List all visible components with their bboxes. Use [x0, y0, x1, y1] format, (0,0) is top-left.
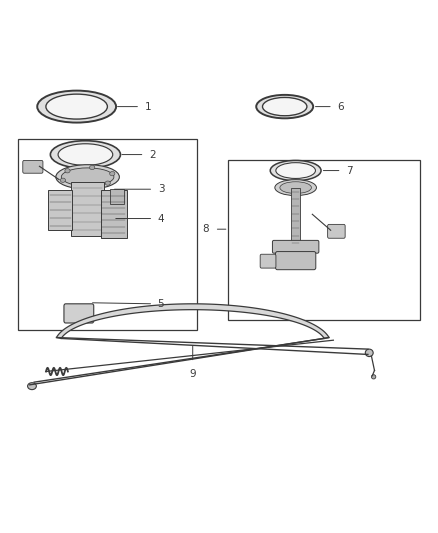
Bar	[71, 182, 104, 236]
Bar	[48, 190, 72, 230]
Ellipse shape	[60, 178, 66, 182]
Bar	[291, 188, 300, 246]
Text: 9: 9	[189, 369, 196, 379]
FancyBboxPatch shape	[272, 240, 319, 253]
Ellipse shape	[105, 181, 110, 185]
Bar	[101, 190, 127, 238]
Ellipse shape	[276, 163, 315, 179]
Bar	[110, 189, 124, 204]
Ellipse shape	[262, 98, 307, 116]
Ellipse shape	[256, 95, 313, 118]
Bar	[228, 160, 420, 320]
FancyBboxPatch shape	[260, 254, 276, 268]
FancyBboxPatch shape	[23, 160, 43, 173]
Ellipse shape	[81, 184, 86, 189]
FancyBboxPatch shape	[276, 252, 316, 270]
Ellipse shape	[56, 165, 119, 189]
Bar	[18, 139, 197, 330]
Ellipse shape	[110, 172, 115, 176]
Text: 5: 5	[158, 299, 164, 309]
Ellipse shape	[28, 383, 36, 390]
Text: 8: 8	[203, 224, 209, 234]
Ellipse shape	[365, 349, 373, 357]
Ellipse shape	[37, 91, 116, 123]
Polygon shape	[57, 304, 329, 338]
Ellipse shape	[46, 94, 107, 119]
Ellipse shape	[65, 168, 70, 173]
FancyBboxPatch shape	[328, 224, 345, 238]
Ellipse shape	[280, 182, 311, 193]
Ellipse shape	[275, 180, 316, 196]
Text: 1: 1	[145, 102, 151, 111]
Ellipse shape	[58, 144, 113, 165]
Ellipse shape	[371, 375, 376, 379]
Ellipse shape	[61, 168, 114, 186]
FancyBboxPatch shape	[64, 304, 94, 323]
Ellipse shape	[270, 160, 321, 181]
Text: 3: 3	[158, 184, 164, 194]
Ellipse shape	[89, 165, 95, 169]
Text: 7: 7	[346, 166, 353, 175]
Text: 2: 2	[149, 150, 155, 159]
Ellipse shape	[50, 141, 120, 168]
Text: 4: 4	[158, 214, 164, 223]
Text: 6: 6	[337, 102, 344, 111]
